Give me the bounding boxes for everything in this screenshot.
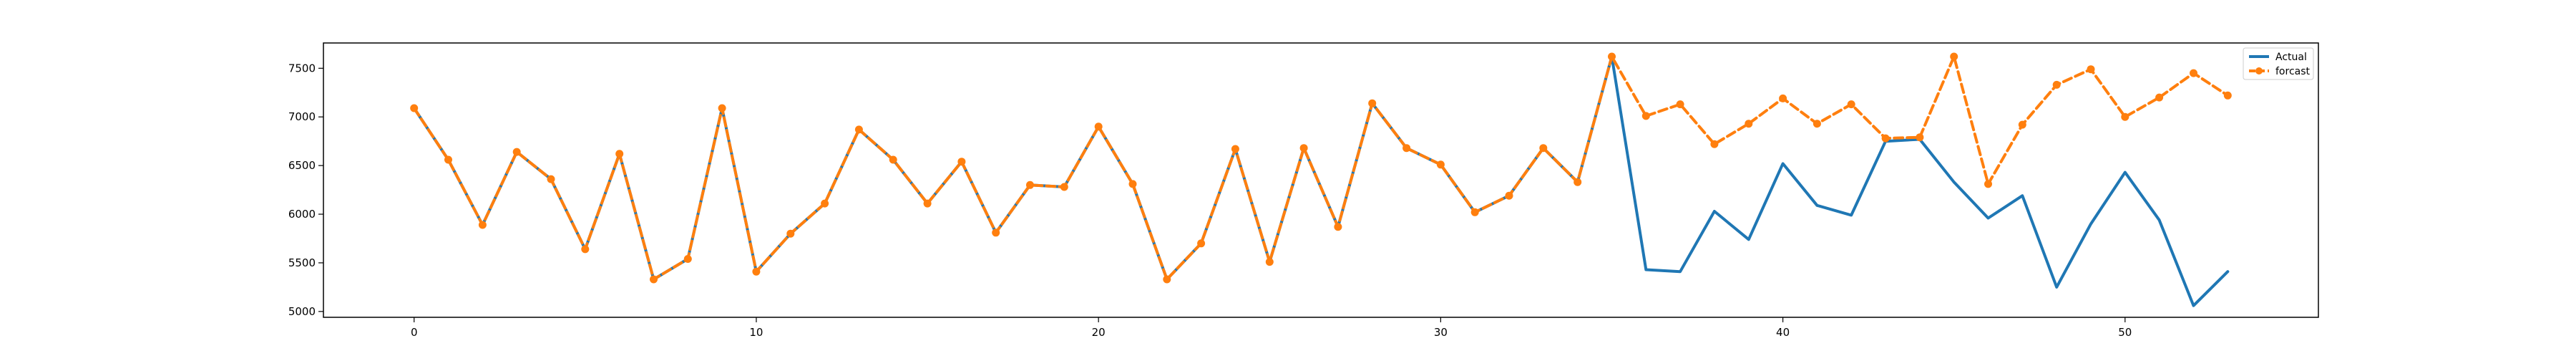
legend-marker-forcast: [2255, 67, 2263, 74]
data-point-forcast: [786, 229, 795, 238]
data-point-forcast: [2223, 91, 2232, 100]
data-point-forcast: [1470, 208, 1479, 216]
data-point-forcast: [1574, 178, 1582, 186]
data-point-forcast: [752, 267, 761, 276]
legend-label-actual: Actual: [2275, 52, 2307, 63]
data-point-forcast: [615, 150, 624, 158]
data-point-forcast: [1745, 120, 1753, 128]
data-point-forcast: [2190, 69, 2197, 77]
data-point-forcast: [957, 158, 966, 166]
data-point-forcast: [1950, 52, 1958, 61]
data-point-forcast: [1334, 223, 1342, 231]
data-point-forcast: [1779, 94, 1787, 102]
data-point-forcast: [2087, 65, 2095, 74]
data-point-forcast: [1813, 120, 1821, 128]
data-point-forcast: [478, 221, 487, 229]
data-point-forcast: [1641, 112, 1650, 120]
data-point-forcast: [1676, 100, 1684, 109]
data-point-forcast: [1128, 180, 1137, 188]
data-point-forcast: [1436, 160, 1445, 169]
data-point-forcast: [1197, 239, 1206, 248]
axes-frame: [323, 42, 2319, 318]
data-point-forcast: [2121, 112, 2129, 121]
data-point-forcast: [2018, 120, 2026, 129]
data-point-forcast: [444, 155, 452, 164]
y-tick-label: 7000: [288, 110, 316, 123]
data-point-forcast: [581, 245, 590, 254]
data-point-forcast: [1984, 180, 1992, 188]
data-point-forcast: [1847, 100, 1855, 109]
plot-background: [323, 43, 2318, 317]
y-tick-label: 5500: [288, 256, 316, 269]
series-line-forcast: [412, 55, 2230, 281]
x-tick-label: 20: [1092, 326, 1106, 339]
data-point-forcast: [1505, 191, 1513, 200]
data-point-forcast: [1608, 52, 1616, 61]
data-point-forcast: [410, 104, 419, 112]
data-point-forcast: [1539, 144, 1548, 153]
data-point-forcast: [547, 175, 555, 183]
data-point-forcast: [1916, 133, 1924, 142]
data-point-forcast: [683, 255, 692, 263]
data-point-forcast: [1710, 140, 1719, 148]
y-tick-label: 7500: [288, 62, 316, 74]
data-point-forcast: [889, 155, 897, 164]
x-tick-label: 0: [411, 326, 418, 339]
data-point-forcast: [923, 199, 932, 208]
y-tick-label: 6000: [288, 208, 316, 221]
x-tick-label: 40: [1776, 326, 1790, 339]
data-point-forcast: [1163, 275, 1171, 284]
data-point-forcast: [821, 199, 829, 208]
data-point-forcast: [1265, 258, 1274, 266]
y-tick-label: 6500: [288, 159, 316, 172]
data-point-forcast: [1299, 144, 1308, 153]
data-point-forcast: [2052, 80, 2061, 89]
x-tick-label: 50: [2118, 326, 2132, 339]
data-point-forcast: [512, 148, 521, 156]
data-point-forcast: [992, 228, 1000, 237]
data-point-forcast: [718, 104, 726, 112]
data-point-forcast: [1026, 180, 1034, 189]
data-point-forcast: [650, 275, 658, 284]
axes-layer: 0 10 20 30 40 50 5000 5500 6000 6500 7000 7500: [288, 42, 2319, 339]
x-tick-label: 10: [749, 326, 763, 339]
legend: Actual forcast: [2243, 47, 2314, 80]
x-tick-label: 30: [1434, 326, 1448, 339]
series-layer: [410, 52, 2232, 307]
data-point-forcast: [2155, 93, 2164, 102]
data-point-forcast: [854, 125, 863, 134]
data-point-forcast: [1060, 183, 1068, 191]
legend-label-forcast: forcast: [2275, 66, 2311, 77]
data-point-forcast: [1368, 99, 1377, 107]
data-point-forcast: [1231, 145, 1239, 153]
plot-area: [323, 43, 2318, 317]
data-point-forcast: [1094, 122, 1103, 131]
data-point-forcast: [1402, 144, 1411, 153]
y-tick-label: 5000: [288, 305, 316, 318]
data-point-forcast: [1881, 134, 1890, 143]
